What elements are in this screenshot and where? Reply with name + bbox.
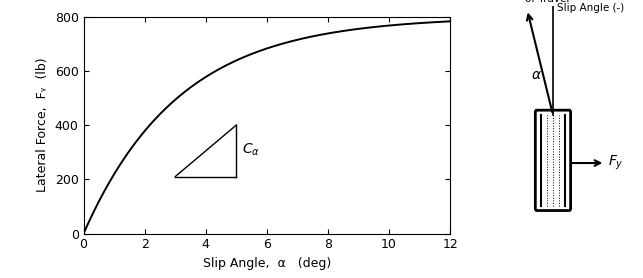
Y-axis label: Lateral Force,  Fᵧ  (lb): Lateral Force, Fᵧ (lb)	[36, 58, 49, 192]
Text: Slip Angle (-): Slip Angle (-)	[557, 3, 625, 13]
Text: of Travel: of Travel	[525, 0, 570, 4]
FancyBboxPatch shape	[536, 110, 570, 210]
Text: $F_y$: $F_y$	[608, 154, 624, 172]
Text: $C_{\alpha}$: $C_{\alpha}$	[242, 141, 260, 158]
X-axis label: Slip Angle,  α   (deg): Slip Angle, α (deg)	[203, 257, 331, 270]
Text: $\alpha$: $\alpha$	[531, 68, 542, 82]
